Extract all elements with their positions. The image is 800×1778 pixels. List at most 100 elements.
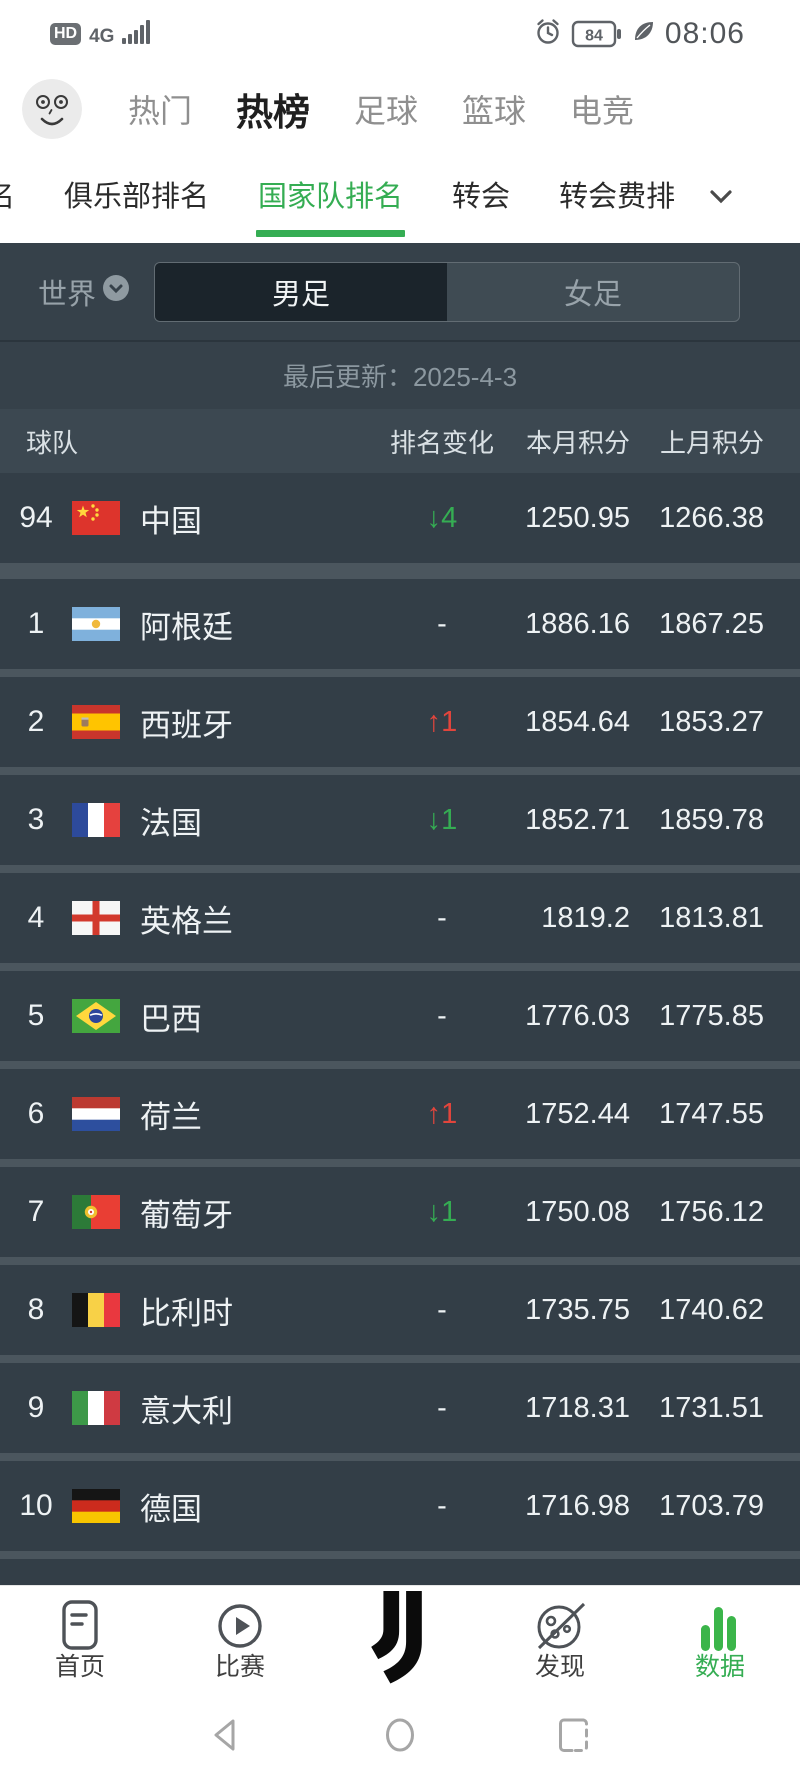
team-name: 西班牙 (140, 707, 233, 743)
team-name: 巴西 (140, 1001, 202, 1037)
bottom-nav-item[interactable]: 数据 (645, 1599, 795, 1680)
ranking-list: 94 中国 ↓4 1250.95 1266.38 1 阿根廷 - 1886.16… (0, 473, 800, 1586)
table-row[interactable]: 6 荷兰 ↑1 1752.44 1747.55 (0, 1069, 800, 1160)
previous-points: 1703.79 (659, 1489, 764, 1522)
chevron-down-icon[interactable] (706, 181, 736, 211)
table-row[interactable]: 5 巴西 - 1776.03 1775.85 (0, 971, 800, 1062)
bottom-nav-item[interactable]: 首页 (5, 1599, 155, 1680)
bottom-nav: 首页 比赛 发现 数据 (0, 1585, 800, 1693)
header-previous-points: 上月积分 (659, 427, 764, 458)
table-row[interactable]: 10 德国 - 1716.98 1703.79 (0, 1461, 800, 1552)
previous-points: 1747.55 (659, 1097, 764, 1130)
team-rank: 10 (19, 1489, 53, 1523)
rank-change: - (437, 1489, 447, 1522)
rank-change: - (437, 1391, 447, 1424)
previous-points: 1756.12 (659, 1195, 764, 1228)
team-rank: 4 (27, 901, 45, 935)
current-points: 1750.08 (525, 1195, 630, 1228)
status-left: HD 4G (50, 16, 152, 51)
team-name: 意大利 (140, 1393, 233, 1429)
signal-bars-icon (122, 16, 152, 51)
main-tab[interactable]: 足球 (354, 92, 419, 129)
filter-section: 世界 男足 女足 (0, 242, 800, 343)
previous-points: 1867.25 (659, 607, 764, 640)
toggle-option[interactable]: 女足 (563, 278, 622, 311)
home-circle-icon[interactable] (376, 1711, 424, 1759)
team-rank: 1 (27, 607, 45, 641)
header-change: 排名变化 (389, 427, 494, 458)
sub-tab[interactable]: 转会费排 (559, 181, 676, 214)
header-current-points: 本月积分 (525, 427, 630, 458)
table-row[interactable]: 4 英格兰 - 1819.2 1813.81 (0, 873, 800, 964)
current-points: 1250.95 (525, 501, 630, 534)
flag-fr-icon (72, 803, 120, 838)
previous-points: 1266.38 (659, 501, 764, 534)
sub-tab[interactable]: 俱乐部排名 (64, 181, 210, 214)
avatar[interactable] (22, 78, 82, 139)
bottom-nav-item[interactable]: 发现 (485, 1599, 635, 1680)
flag-de-icon (72, 1489, 120, 1524)
rank-change: - (437, 901, 447, 934)
sub-tab-bar: 名 俱乐部排名 国家队排名 转会 转会费排 (0, 149, 800, 243)
toggle-option[interactable]: 男足 (155, 262, 447, 321)
main-tab[interactable]: 篮球 (462, 92, 527, 129)
rank-change: ↑1 (426, 705, 458, 738)
bottom-nav-label: 首页 (54, 1652, 105, 1681)
discover-icon (533, 1599, 587, 1651)
table-row[interactable]: 94 中国 ↓4 1250.95 1266.38 (0, 473, 800, 564)
partial-next-row (0, 1559, 800, 1586)
table-row[interactable]: 8 比利时 - 1735.75 1740.62 (0, 1265, 800, 1356)
sub-tab[interactable]: 国家队排名 (256, 173, 406, 238)
status-right: 84 08:06 (534, 17, 745, 51)
region-selector[interactable]: 世界 (38, 271, 130, 313)
team-rank: 6 (27, 1097, 45, 1131)
main-tab[interactable]: 热门 (128, 92, 193, 129)
team-name: 德国 (140, 1491, 202, 1527)
flag-pt-icon (72, 1195, 120, 1230)
bottom-nav-label: 数据 (694, 1652, 745, 1681)
sub-tab[interactable]: 转会 (452, 181, 511, 214)
flag-be-icon (72, 1293, 120, 1328)
team-rank: 94 (19, 501, 53, 535)
top-header: 热门 热榜 足球 篮球 电竞 (0, 67, 800, 150)
network-type-label: 4G (89, 26, 115, 48)
rank-change: - (437, 1293, 447, 1326)
main-tab[interactable]: 电竞 (570, 92, 635, 129)
current-points: 1886.16 (525, 607, 630, 640)
main-tab[interactable]: 热榜 (236, 91, 311, 133)
table-row[interactable]: 9 意大利 - 1718.31 1731.51 (0, 1363, 800, 1454)
previous-points: 1813.81 (659, 901, 764, 934)
current-points: 1776.03 (525, 999, 630, 1032)
table-row[interactable]: 7 葡萄牙 ↓1 1750.08 1756.12 (0, 1167, 800, 1258)
bottom-nav-item[interactable] (325, 1591, 475, 1687)
flag-br-icon (72, 999, 120, 1034)
previous-points: 1775.85 (659, 999, 764, 1032)
recents-icon[interactable] (550, 1711, 598, 1759)
flag-nl-icon (72, 1097, 120, 1132)
current-points: 1819.2 (541, 901, 630, 934)
team-name: 阿根廷 (140, 609, 233, 645)
team-rank: 3 (27, 803, 45, 837)
previous-points: 1731.51 (659, 1391, 764, 1424)
team-rank: 8 (27, 1293, 45, 1327)
alarm-icon (534, 17, 562, 50)
header-team: 球队 (26, 427, 79, 458)
sub-tab[interactable]: 名 (0, 181, 16, 214)
rank-change: ↑1 (426, 1097, 458, 1130)
hd-badge: HD (50, 22, 82, 45)
team-rank: 2 (27, 705, 45, 739)
back-icon[interactable] (202, 1711, 250, 1759)
previous-points: 1859.78 (659, 803, 764, 836)
flag-ar-icon (72, 607, 120, 642)
table-header: 球队 排名变化 本月积分 上月积分 (0, 409, 800, 474)
table-row[interactable]: 1 阿根廷 - 1886.16 1867.25 (0, 579, 800, 670)
table-row[interactable]: 2 西班牙 ↑1 1854.64 1853.27 (0, 677, 800, 768)
bottom-nav-item[interactable]: 比赛 (165, 1599, 315, 1680)
rank-change: ↓1 (426, 1195, 458, 1228)
matches-icon (215, 1599, 265, 1651)
data-bars-icon (700, 1599, 740, 1651)
bottom-nav-label: 发现 (534, 1652, 585, 1681)
table-row[interactable]: 3 法国 ↓1 1852.71 1859.78 (0, 775, 800, 866)
android-nav-bar (0, 1692, 800, 1778)
